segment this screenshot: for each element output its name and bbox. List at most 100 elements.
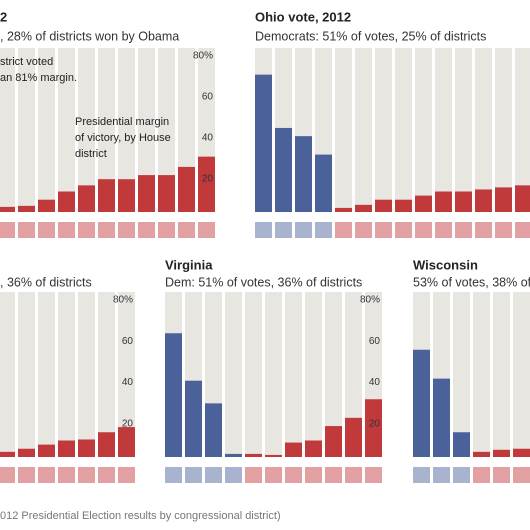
column-background xyxy=(78,292,95,457)
bar xyxy=(118,427,135,457)
district-square xyxy=(395,222,412,238)
bar xyxy=(225,453,242,457)
column-background xyxy=(335,48,352,212)
district-square xyxy=(375,222,392,238)
bar xyxy=(413,349,430,457)
bar xyxy=(118,179,135,212)
bar xyxy=(275,127,292,212)
bar xyxy=(473,451,490,457)
district-square xyxy=(198,222,215,238)
district-square xyxy=(138,222,155,238)
district-square xyxy=(475,222,492,238)
bar xyxy=(38,199,55,212)
bar xyxy=(375,199,392,212)
district-square xyxy=(225,467,242,483)
column-background xyxy=(395,48,412,212)
column-background xyxy=(415,48,432,212)
column-background xyxy=(245,292,262,457)
bar xyxy=(165,333,182,457)
bar xyxy=(433,378,450,457)
column-background xyxy=(493,292,510,457)
panel-title: Wisconsin xyxy=(413,257,478,272)
column-background xyxy=(515,48,530,212)
column-background xyxy=(513,292,530,457)
district-square xyxy=(295,222,312,238)
bar xyxy=(453,432,470,457)
district-square xyxy=(98,222,115,238)
column-background xyxy=(0,48,15,212)
district-square xyxy=(413,467,430,483)
district-square xyxy=(0,467,15,483)
column-background xyxy=(18,292,35,457)
district-square xyxy=(118,467,135,483)
panel-subtitle: , 28% of districts won by Obama xyxy=(0,29,179,43)
column-background xyxy=(138,48,155,212)
y-tick-label: 60 xyxy=(122,336,134,347)
column-background xyxy=(118,292,135,457)
district-square xyxy=(18,222,35,238)
column-background xyxy=(375,48,392,212)
district-square xyxy=(345,467,362,483)
bar xyxy=(58,191,75,212)
district-square xyxy=(455,222,472,238)
column-background xyxy=(38,48,55,212)
bar xyxy=(315,154,332,212)
bar xyxy=(325,426,342,457)
panel-subtitle: 53% of votes, 38% of d xyxy=(413,275,530,289)
bar xyxy=(345,417,362,457)
column-background xyxy=(345,292,362,457)
district-square xyxy=(435,222,452,238)
column-background xyxy=(0,292,15,457)
panel-title: Ohio vote, 2012 xyxy=(255,9,351,24)
bar xyxy=(18,205,35,212)
annotation: district xyxy=(75,148,107,160)
panel-subtitle: Democrats: 51% of votes, 25% of district… xyxy=(255,29,486,43)
district-square xyxy=(335,222,352,238)
bar xyxy=(493,449,510,457)
bar xyxy=(355,204,372,212)
district-square xyxy=(58,467,75,483)
district-square xyxy=(245,467,262,483)
annotation: strict voted xyxy=(0,56,53,68)
column-background xyxy=(118,48,135,212)
column-background xyxy=(455,48,472,212)
bar xyxy=(305,440,322,457)
y-tick-label: 80% xyxy=(193,51,213,62)
district-square xyxy=(473,467,490,483)
column-background xyxy=(473,292,490,457)
panel-title: 2 xyxy=(0,9,7,24)
column-background xyxy=(225,292,242,457)
bar xyxy=(285,442,302,457)
bar xyxy=(38,444,55,457)
column-background xyxy=(58,292,75,457)
column-background xyxy=(285,292,302,457)
district-square xyxy=(58,222,75,238)
district-square xyxy=(495,222,512,238)
bar xyxy=(265,454,282,457)
district-square xyxy=(315,222,332,238)
bar xyxy=(98,432,115,457)
district-square xyxy=(118,222,135,238)
bar xyxy=(455,191,472,212)
district-square xyxy=(285,467,302,483)
annotation: of victory, by House xyxy=(75,132,171,144)
bar xyxy=(495,187,512,212)
bar xyxy=(205,403,222,457)
y-tick-label: 60 xyxy=(369,336,381,347)
annotation: Presidential margin xyxy=(75,116,169,128)
bar xyxy=(78,185,95,212)
bar xyxy=(0,451,15,457)
y-tick-label: 60 xyxy=(202,92,214,103)
column-background xyxy=(305,292,322,457)
bar xyxy=(245,453,262,457)
bar xyxy=(475,189,492,212)
column-background xyxy=(495,48,512,212)
bar xyxy=(0,206,15,212)
bar xyxy=(515,185,530,212)
district-square xyxy=(355,222,372,238)
district-square xyxy=(78,467,95,483)
bar xyxy=(255,74,272,213)
y-tick-label: 40 xyxy=(369,377,381,388)
district-square xyxy=(433,467,450,483)
column-background xyxy=(325,292,342,457)
